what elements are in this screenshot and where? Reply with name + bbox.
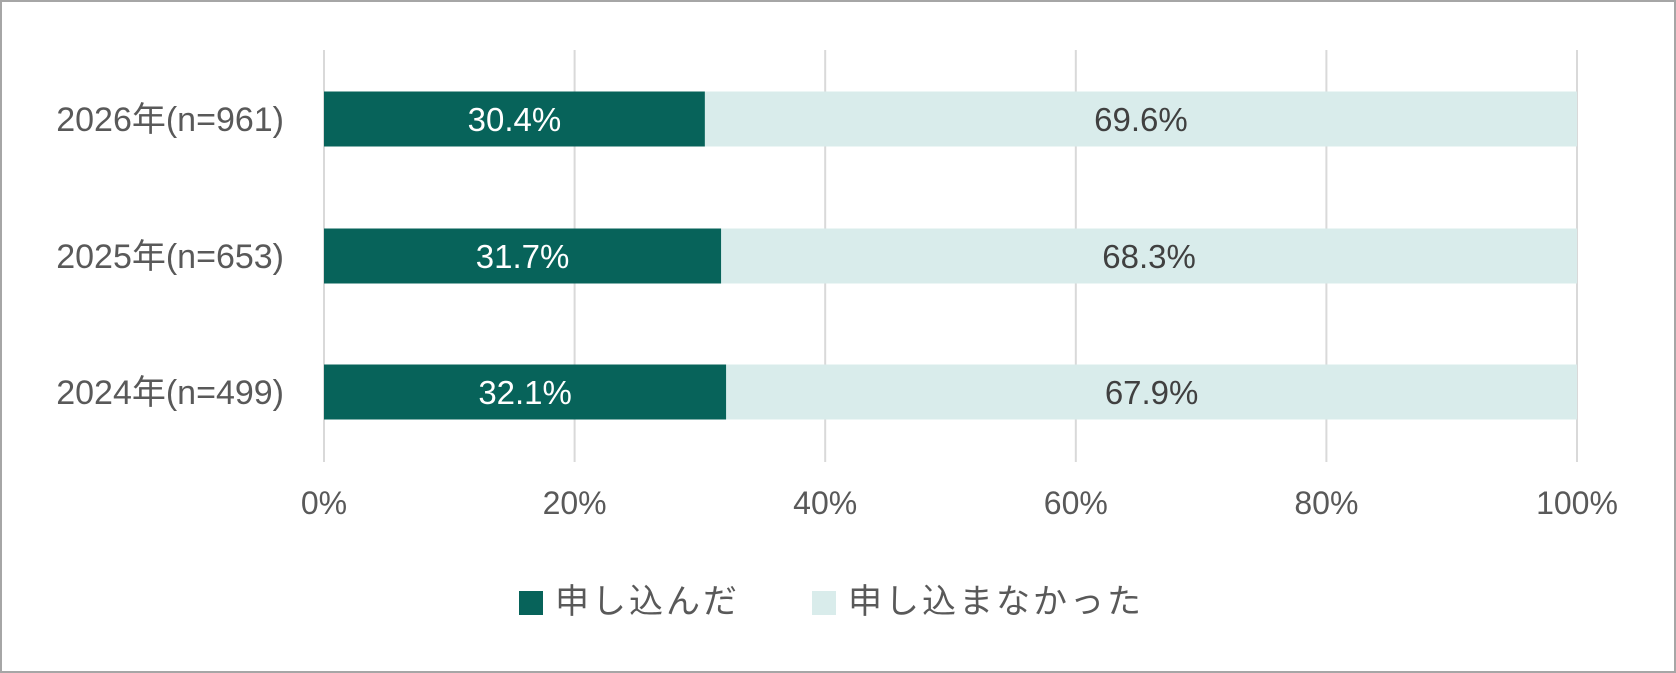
x-tick-label: 80% [1294, 485, 1358, 521]
bar-segment-applied [324, 228, 722, 284]
x-tick-label: 60% [1044, 485, 1108, 521]
category-label: 2024年(n=499) [56, 374, 284, 412]
data-label: 31.7% [476, 238, 570, 275]
category-label: 2026年(n=961) [56, 101, 284, 139]
bar-segment-not-applied [726, 364, 1577, 420]
data-label: 30.4% [468, 101, 562, 138]
legend-swatch [812, 591, 836, 615]
x-tick-label: 0% [301, 485, 347, 521]
category-label: 2025年(n=653) [56, 238, 284, 276]
legend-swatch [519, 591, 543, 615]
legend: 申し込んだ 申し込まなかった [519, 582, 1144, 622]
data-label: 67.9% [1105, 374, 1199, 411]
x-axis-tick-labels: 0% 20% 40% 60% 80% 100% [301, 485, 1618, 521]
x-tick-label: 40% [793, 485, 857, 521]
bar-segment-not-applied [721, 228, 1577, 284]
bar-segment-applied [324, 364, 727, 420]
legend-label: 申し込まなかった [848, 582, 1144, 622]
bar-segment-not-applied [704, 91, 1577, 147]
x-tick-label: 20% [543, 485, 607, 521]
data-label: 68.3% [1102, 238, 1196, 275]
bars: 30.4% 69.6% 31.7% 68.3% 32.1% 67.9% [324, 91, 1577, 420]
bar-segment-applied [324, 91, 705, 147]
data-label: 69.6% [1094, 101, 1188, 138]
x-tick-label: 100% [1536, 485, 1618, 521]
legend-label: 申し込んだ [555, 582, 740, 622]
category-labels: 2026年(n=961) 2025年(n=653) 2024年(n=499) [56, 101, 284, 412]
data-label: 32.1% [478, 374, 572, 411]
